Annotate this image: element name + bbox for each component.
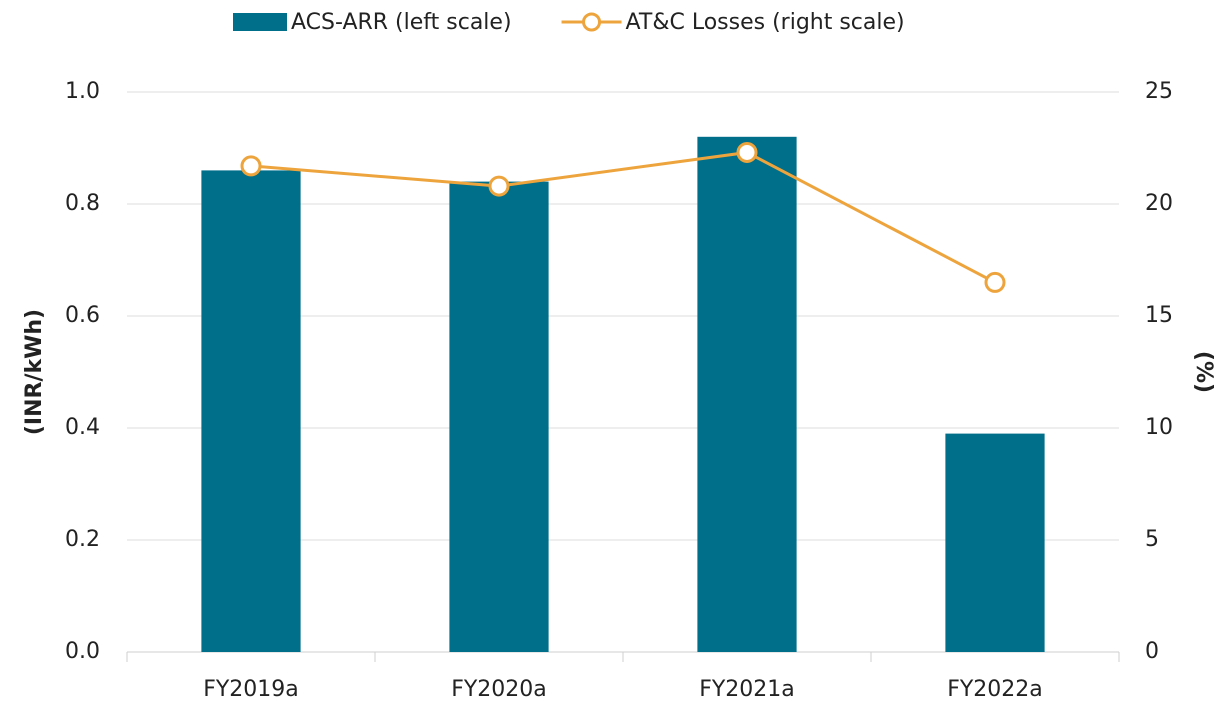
x-tick-label: FY2022a [947,677,1043,701]
y2-tick-label: 15 [1145,303,1173,328]
y2-axis-label: (%) [1191,351,1216,393]
y-tick-label: 1.0 [65,79,100,104]
y-axis-label: (INR/kWh) [22,309,47,435]
y-tick-label: 0.6 [65,303,100,328]
legend-label: ACS-ARR (left scale) [291,10,512,35]
x-tick-label: FY2020a [451,677,547,701]
line-marker [736,141,758,163]
line-marker [488,175,510,197]
line-marker [240,155,262,177]
y-tick-label: 0.4 [65,415,100,440]
bar [449,181,549,652]
y-tick-label: 0.2 [65,527,100,552]
y2-tick-label: 20 [1145,191,1173,216]
bar [945,433,1045,652]
bar [697,136,797,653]
legend-swatch [233,13,287,31]
bar [201,170,301,652]
legend-label: AT&C Losses (right scale) [626,10,905,35]
y-tick-label: 0.8 [65,191,100,216]
line [250,150,996,284]
line-marker [984,271,1006,293]
y2-tick-label: 25 [1145,79,1173,104]
y-tick-label: 0.0 [65,639,100,664]
x-tick-label: FY2019a [203,677,299,701]
y2-tick-label: 10 [1145,415,1173,440]
y2-tick-label: 5 [1145,527,1159,552]
y2-tick-label: 0 [1145,639,1159,664]
x-tick-label: FY2021a [699,677,795,701]
legend-marker [582,12,602,32]
